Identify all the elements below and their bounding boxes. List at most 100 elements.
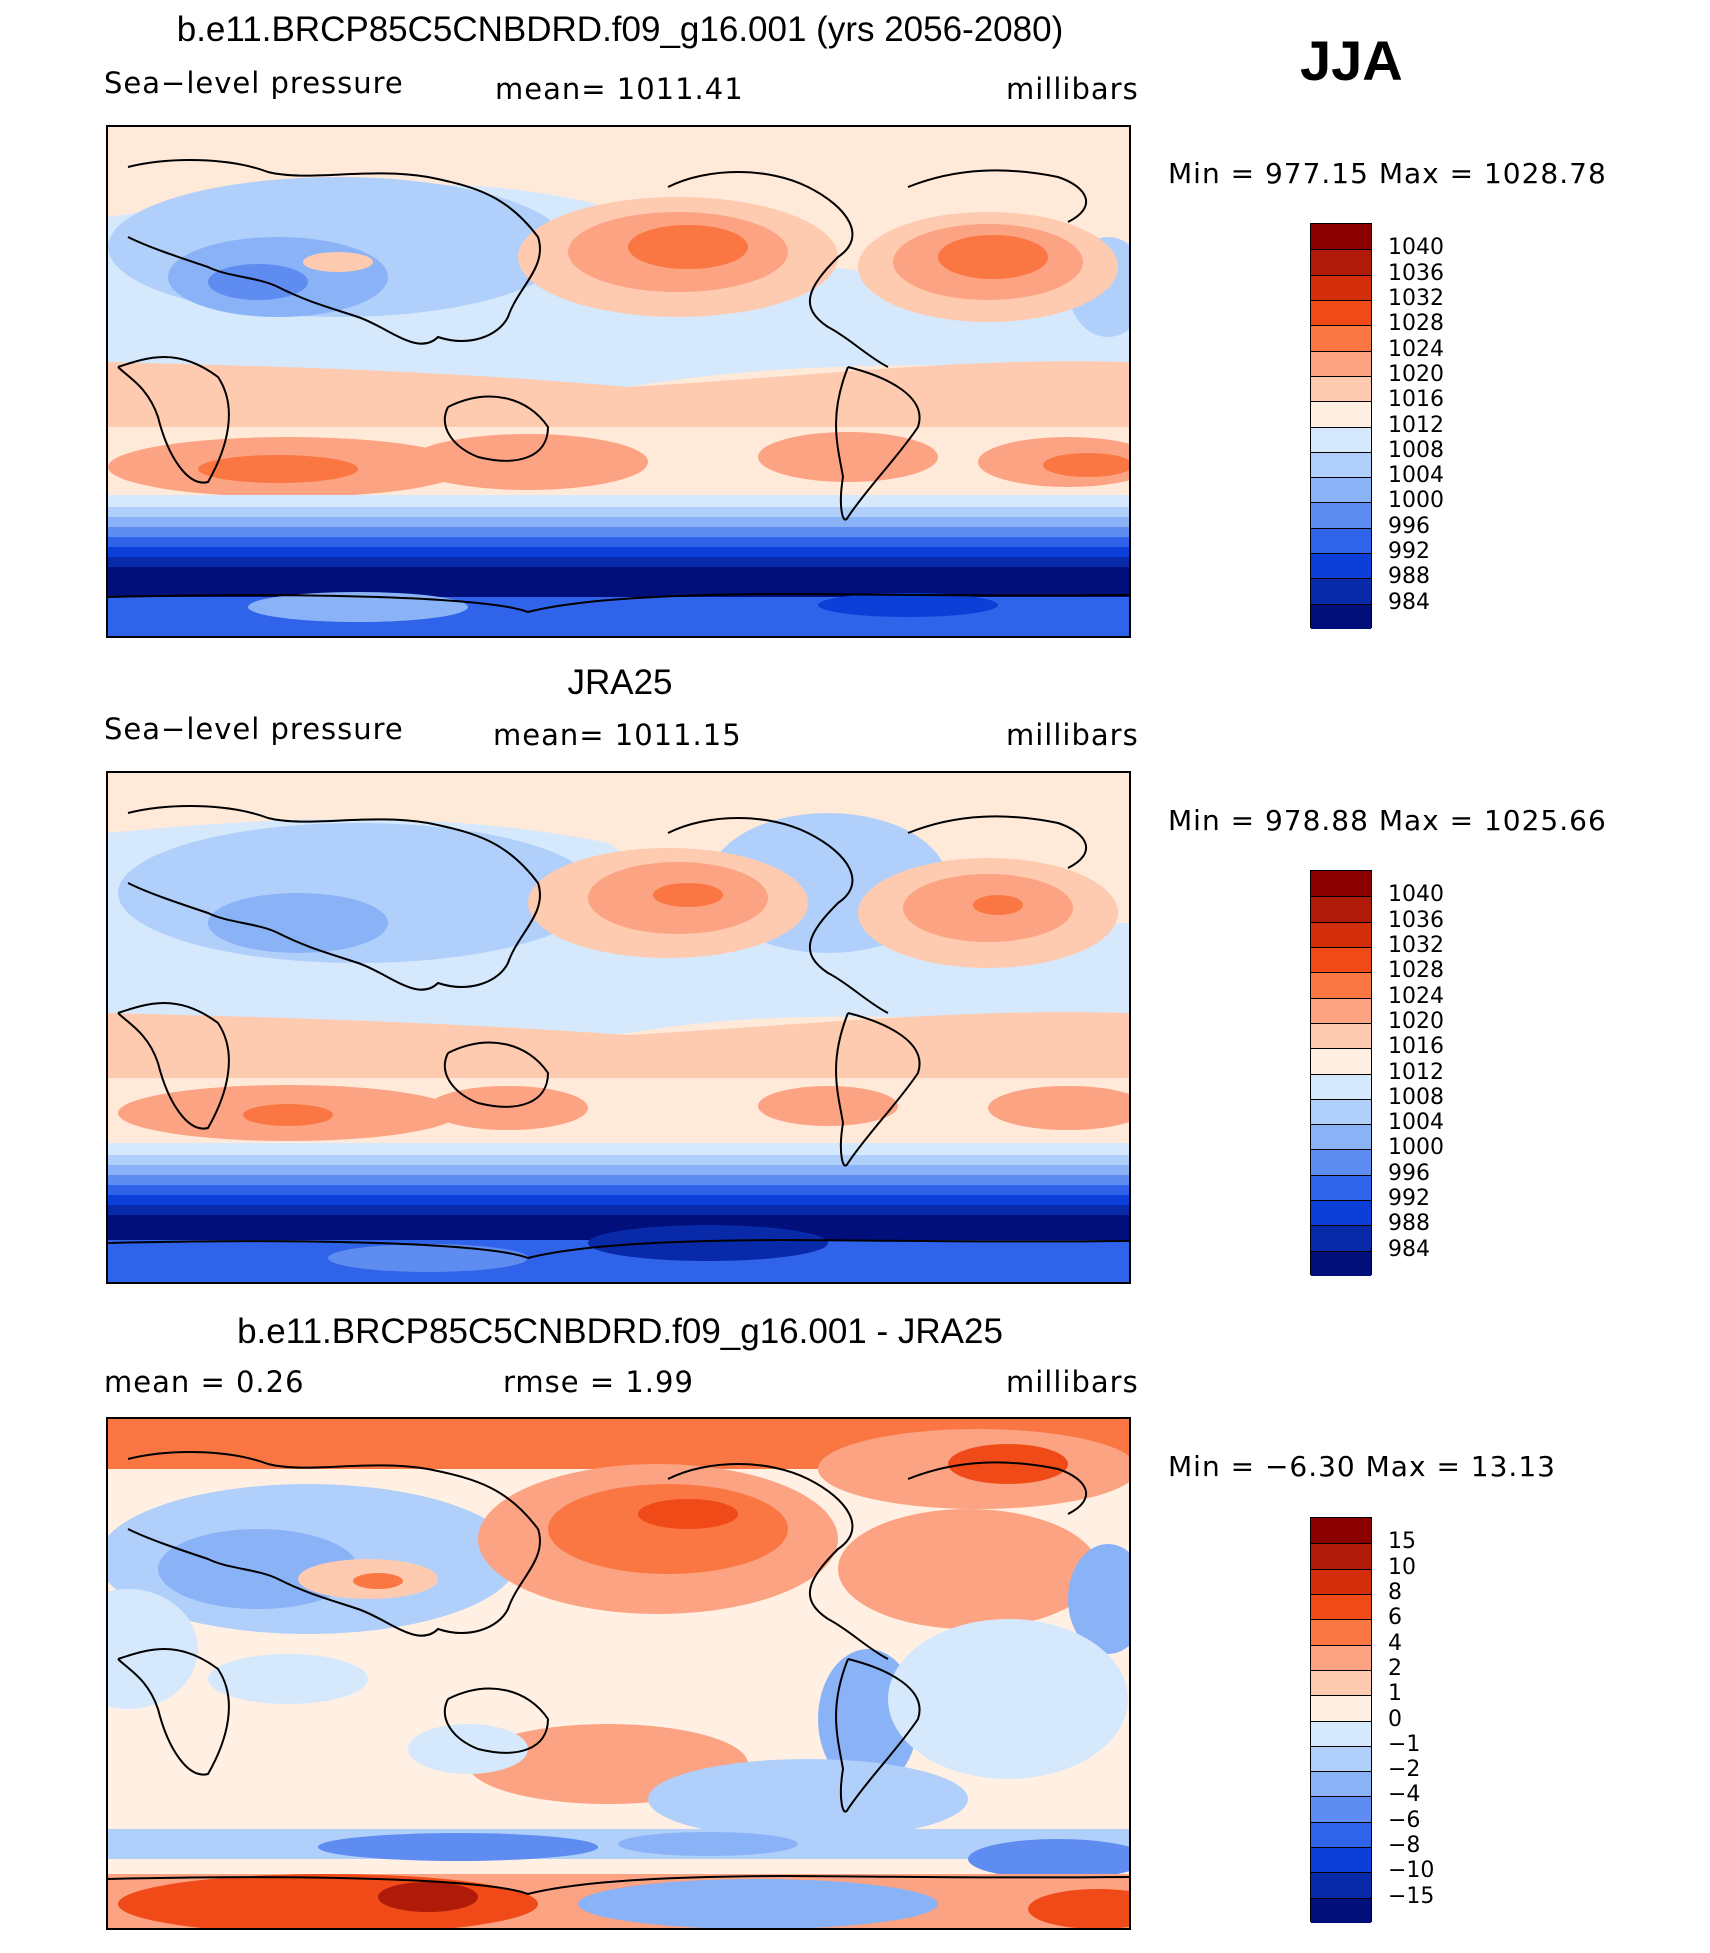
panel2-colorbar-tick-label: 1020	[1388, 1008, 1444, 1034]
panel3-colorbar-color-cell	[1311, 1568, 1371, 1594]
panel1-colorbar-color-cell	[1311, 578, 1371, 604]
panel2-colorbar-color-cell	[1311, 1174, 1371, 1201]
panel2-colorbar-cells	[1310, 870, 1372, 1276]
panel3-colorbar-color-cell	[1311, 1847, 1371, 1873]
panel2-variable-label: Sea−level pressure	[104, 712, 404, 746]
panel1-colorbar-tick-label: 1036	[1388, 260, 1444, 286]
panel2-colorbar-tick-label: 1016	[1388, 1034, 1444, 1060]
panel3-colorbar-tick-label: −1	[1388, 1731, 1421, 1757]
panel2-colorbar-color-cell	[1311, 997, 1371, 1023]
panel3-colorbar-tick-label: −15	[1388, 1883, 1435, 1909]
panel1-colorbar-color-cell	[1311, 249, 1371, 275]
panel2-colorbar-color-cell	[1311, 896, 1371, 922]
panel2-colorbar-color-cell	[1311, 871, 1371, 897]
panel2-colorbar-color-cell	[1311, 1073, 1371, 1099]
panel3-colorbar-tick-label: 10	[1388, 1554, 1416, 1580]
panel2-colorbar-color-cell	[1311, 1225, 1371, 1251]
panel2-colorbar-tick-label: 1012	[1388, 1059, 1444, 1085]
panel1-colorbar-tick-label: 996	[1388, 513, 1430, 539]
panel3-colorbar-color-cell	[1311, 1872, 1371, 1898]
season-label: JJA	[1300, 29, 1403, 92]
panel3-colorbar-tick-label: −2	[1388, 1757, 1421, 1783]
panel2-map	[106, 771, 1131, 1284]
panel1-colorbar-color-cell	[1311, 375, 1371, 402]
panel3-colorbar-color-cell	[1311, 1644, 1371, 1670]
panel2-colorbar-tick-label: 1008	[1388, 1084, 1444, 1110]
panel1-colorbar-tick-label: 988	[1388, 564, 1430, 590]
panel1-colorbar-color-cell	[1311, 603, 1371, 629]
panel2-colorbar-tick-label: 996	[1388, 1160, 1430, 1186]
panel1-colorbar-tick-label: 992	[1388, 539, 1430, 565]
panel1-colorbar-color-cell	[1311, 325, 1371, 351]
panel3-colorbar-tick-label: 15	[1388, 1529, 1416, 1555]
panel1-colorbar-color-cell	[1311, 451, 1371, 478]
panel2-colorbar-color-cell	[1311, 921, 1371, 947]
panel2-colorbar-color-cell	[1311, 1048, 1371, 1074]
panel2-colorbar-tick-label: 1028	[1388, 958, 1444, 984]
panel2-colorbar-tick-label: 1040	[1388, 882, 1444, 908]
panel2-colorbar-tick-label: 1000	[1388, 1135, 1444, 1161]
panel3-colorbar-color-cell	[1311, 1619, 1371, 1645]
panel2-colorbar-tick-label: 1004	[1388, 1110, 1444, 1136]
panel2-colorbar-color-cell	[1311, 946, 1371, 973]
panel3-colorbar-color-cell	[1311, 1695, 1371, 1721]
panel1-colorbar-color-cell	[1311, 274, 1371, 300]
panel3-colorbar-color-cell	[1311, 1745, 1371, 1772]
panel2-colorbar-color-cell	[1311, 1149, 1371, 1175]
panel1-colorbar-color-cell	[1311, 426, 1371, 452]
panel1-variable-label: Sea−level pressure	[104, 66, 404, 100]
panel1-minmax: Min = 977.15 Max = 1028.78	[1168, 157, 1607, 190]
panel2-colorbar-color-cell	[1311, 1200, 1371, 1226]
panel2-colorbar-color-cell	[1311, 1098, 1371, 1125]
panel1-title: b.e11.BRCP85C5CNBDRD.f09_g16.001 (yrs 20…	[176, 10, 1064, 49]
panel3-colorbar-color-cell	[1311, 1543, 1371, 1569]
panel1-colorbar-color-cell	[1311, 299, 1371, 326]
panel1-colorbar-tick-label: 984	[1388, 589, 1430, 615]
panel1-colorbar-tick-label: 1028	[1388, 311, 1444, 337]
panel1-colorbar-tick-label: 1008	[1388, 437, 1444, 463]
panel2-colorbar-color-cell	[1311, 1250, 1371, 1276]
panel1-colorbar-color-cell	[1311, 350, 1371, 376]
panel3-colorbar-tick-label: −4	[1388, 1782, 1421, 1808]
panel2-colorbar-color-cell	[1311, 1022, 1371, 1049]
panel2-minmax: Min = 978.88 Max = 1025.66	[1168, 804, 1607, 837]
panel2-colorbar-tick-label: 992	[1388, 1186, 1430, 1212]
panel3-colorbar-color-cell	[1311, 1771, 1371, 1797]
panel3-units: millibars	[1006, 1365, 1139, 1399]
panel1-colorbar-color-cell	[1311, 477, 1371, 503]
panel3-colorbar-tick-label: 0	[1388, 1706, 1402, 1732]
panel2-title: JRA25	[567, 663, 673, 702]
panel3-colorbar-color-cell	[1311, 1669, 1371, 1696]
panel2-colorbar-tick-label: 1024	[1388, 983, 1444, 1009]
panel1-colorbar-color-cell	[1311, 502, 1371, 528]
panel3-colorbar-color-cell	[1311, 1897, 1371, 1923]
panel1-map	[106, 125, 1131, 638]
panel2-units: millibars	[1006, 718, 1139, 752]
panel3-colorbar-tick-label: −6	[1388, 1807, 1421, 1833]
panel1-colorbar-tick-label: 1032	[1388, 285, 1444, 311]
panel2-mean: mean= 1011.15	[493, 718, 742, 752]
panel1-colorbar-color-cell	[1311, 553, 1371, 579]
panel3-colorbar-color-cell	[1311, 1593, 1371, 1620]
panel1-colorbar-tick-label: 1024	[1388, 336, 1444, 362]
panel3-mean: mean = 0.26	[104, 1365, 305, 1399]
panel1-colorbar-color-cell	[1311, 224, 1371, 250]
panel1-colorbar-tick-label: 1000	[1388, 488, 1444, 514]
panel3-colorbar-color-cell	[1311, 1821, 1371, 1848]
panel1-colorbar-tick-label: 1020	[1388, 361, 1444, 387]
panel1-colorbar-tick-label: 1016	[1388, 387, 1444, 413]
panel2-colorbar-tick-label: 988	[1388, 1211, 1430, 1237]
panel3-colorbar-tick-label: −8	[1388, 1833, 1421, 1859]
panel2-colorbar-color-cell	[1311, 1124, 1371, 1150]
panel3-colorbar-tick-label: −10	[1388, 1858, 1435, 1884]
panel1-colorbar-cells	[1310, 223, 1372, 629]
panel1-colorbar-color-cell	[1311, 401, 1371, 427]
panel3-colorbar-color-cell	[1311, 1796, 1371, 1822]
panel3-colorbar-cells	[1310, 1517, 1372, 1923]
panel3-colorbar-tick-label: 6	[1388, 1605, 1402, 1631]
panel1-colorbar-color-cell	[1311, 527, 1371, 554]
panel1-colorbar-tick-label: 1004	[1388, 463, 1444, 489]
panel3-colorbar-tick-label: 4	[1388, 1630, 1402, 1656]
panel2-colorbar-color-cell	[1311, 972, 1371, 998]
panel2-colorbar-tick-label: 1036	[1388, 907, 1444, 933]
